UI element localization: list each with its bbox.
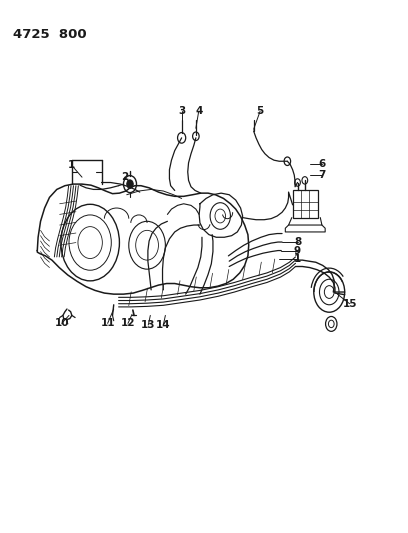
Text: 3: 3 [178, 106, 185, 116]
Text: 13: 13 [141, 320, 155, 330]
Text: 6: 6 [318, 159, 326, 169]
Text: 7: 7 [318, 170, 326, 180]
Text: 1: 1 [294, 254, 301, 264]
Text: 5: 5 [257, 106, 264, 116]
Text: 2: 2 [121, 172, 129, 182]
Text: 4725  800: 4725 800 [13, 28, 86, 42]
Text: 1: 1 [68, 160, 75, 171]
Text: 12: 12 [121, 318, 135, 328]
Circle shape [127, 180, 133, 188]
Text: 4: 4 [195, 106, 202, 116]
Text: 14: 14 [156, 320, 171, 330]
FancyBboxPatch shape [293, 190, 318, 217]
Text: 11: 11 [100, 318, 115, 328]
Text: 8: 8 [294, 237, 301, 247]
Text: 10: 10 [54, 318, 69, 328]
Text: 9: 9 [294, 246, 301, 255]
Text: 15: 15 [342, 298, 357, 309]
